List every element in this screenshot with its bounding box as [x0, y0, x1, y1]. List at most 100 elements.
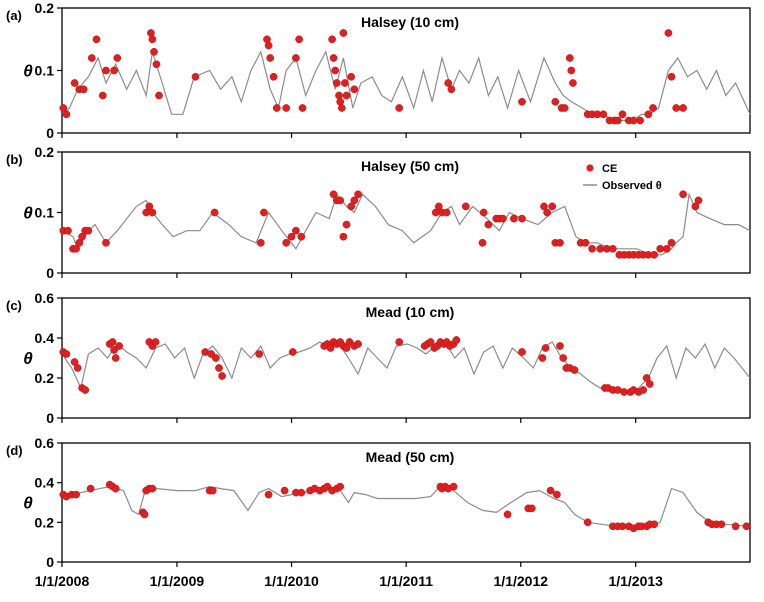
panel-d: (d) θ 0 0.2 0.4 0.6 Mead (50 cm) 1/1/2008 1/1/20… — [6, 435, 751, 589]
ce-point — [679, 104, 687, 112]
ce-point — [667, 238, 676, 247]
x-tick-label: 1/1/2009 — [150, 573, 205, 589]
ce-point — [350, 85, 359, 94]
ce-point — [548, 202, 557, 211]
ce-point — [287, 232, 296, 241]
ce-point — [354, 190, 362, 199]
ce-point — [86, 484, 95, 493]
ce-point — [510, 214, 518, 223]
ce-point — [479, 208, 488, 217]
ce-point — [298, 104, 307, 112]
ce-point — [599, 110, 608, 119]
ce-point — [449, 482, 458, 491]
ce-point — [556, 342, 564, 350]
ce-point — [102, 238, 110, 247]
ce-point — [295, 35, 303, 44]
ce-point — [335, 91, 343, 100]
ce-point — [341, 79, 349, 87]
ce-point — [731, 522, 740, 531]
legend-label: Observed θ — [602, 180, 662, 192]
ce-point — [73, 364, 82, 372]
ce-point — [650, 250, 659, 259]
ce-point — [111, 484, 120, 493]
ce-point — [518, 97, 526, 106]
ce-point — [59, 104, 68, 112]
ce-point — [102, 66, 110, 75]
ce-point — [499, 214, 507, 223]
ce-point — [62, 110, 71, 119]
ce-point — [282, 104, 291, 112]
ce-point — [461, 202, 470, 211]
y-tick-label: 0.6 — [35, 290, 55, 306]
ce-point — [546, 486, 555, 495]
ce-point — [350, 196, 359, 205]
ce-point — [208, 486, 217, 495]
ce-point — [272, 104, 281, 112]
panel-title: Halsey (10 cm) — [361, 14, 459, 30]
ce-point — [541, 344, 550, 352]
observed-theta-line — [61, 50, 751, 122]
ce-point — [148, 35, 157, 44]
y-tick-label: 0 — [46, 265, 54, 281]
ce-point — [444, 79, 453, 87]
ce-point — [113, 54, 122, 62]
legend-label: CE — [602, 163, 617, 175]
ce-point — [691, 202, 700, 211]
ce-point — [110, 346, 118, 354]
legend-marker-dot — [586, 164, 594, 172]
ce-point — [636, 116, 644, 125]
ce-point — [567, 66, 576, 75]
ce-point — [645, 380, 654, 388]
ce-point — [662, 244, 671, 253]
ce-point — [503, 510, 512, 519]
ce-point — [583, 518, 592, 527]
y-tick-label: 0.2 — [35, 370, 55, 386]
ce-point — [656, 244, 665, 253]
panel-label: (a) — [6, 8, 22, 23]
x-tick-label: 1/1/2013 — [608, 573, 663, 589]
ce-point — [147, 29, 155, 37]
ce-point — [336, 196, 345, 205]
ce-point — [679, 190, 687, 199]
ce-point — [618, 110, 627, 119]
ce-point — [150, 47, 158, 56]
ce-point — [559, 354, 568, 362]
ce-point — [145, 202, 154, 211]
ce-point — [87, 54, 96, 62]
ce-point — [538, 354, 547, 362]
y-tick-label: 0 — [46, 554, 54, 570]
ce-point — [596, 244, 605, 253]
y-tick-label: 0 — [46, 125, 54, 141]
ce-point — [72, 244, 80, 253]
ce-point — [72, 490, 80, 499]
ce-point — [650, 520, 659, 529]
ce-point — [280, 486, 289, 495]
y-axis-label: θ — [23, 62, 33, 81]
ce-point — [543, 208, 551, 217]
y-tick-label: 0.2 — [35, 0, 55, 16]
panel-label: (d) — [6, 443, 23, 458]
ce-point — [452, 336, 461, 344]
ce-point — [110, 66, 118, 75]
ce-point — [288, 348, 297, 356]
ce-point — [434, 202, 443, 211]
ce-point — [540, 202, 548, 211]
ce-point — [339, 29, 348, 37]
ce-point — [64, 226, 72, 235]
x-tick-label: 1/1/2010 — [264, 573, 319, 589]
ce-point — [215, 364, 223, 372]
ce-point — [339, 232, 348, 241]
ce-point — [667, 72, 676, 81]
panel-title: Mead (10 cm) — [366, 304, 455, 320]
ce-point — [588, 244, 596, 253]
ce-point — [484, 220, 493, 229]
ce-point — [442, 208, 451, 217]
y-tick-label: 0 — [46, 410, 54, 426]
ce-point — [84, 226, 93, 235]
ce-point — [297, 232, 306, 241]
ce-point — [326, 344, 335, 352]
y-tick-label: 0.4 — [35, 475, 55, 491]
panel-title: Mead (50 cm) — [366, 449, 455, 465]
ce-point — [581, 238, 590, 247]
ce-point — [111, 354, 120, 362]
